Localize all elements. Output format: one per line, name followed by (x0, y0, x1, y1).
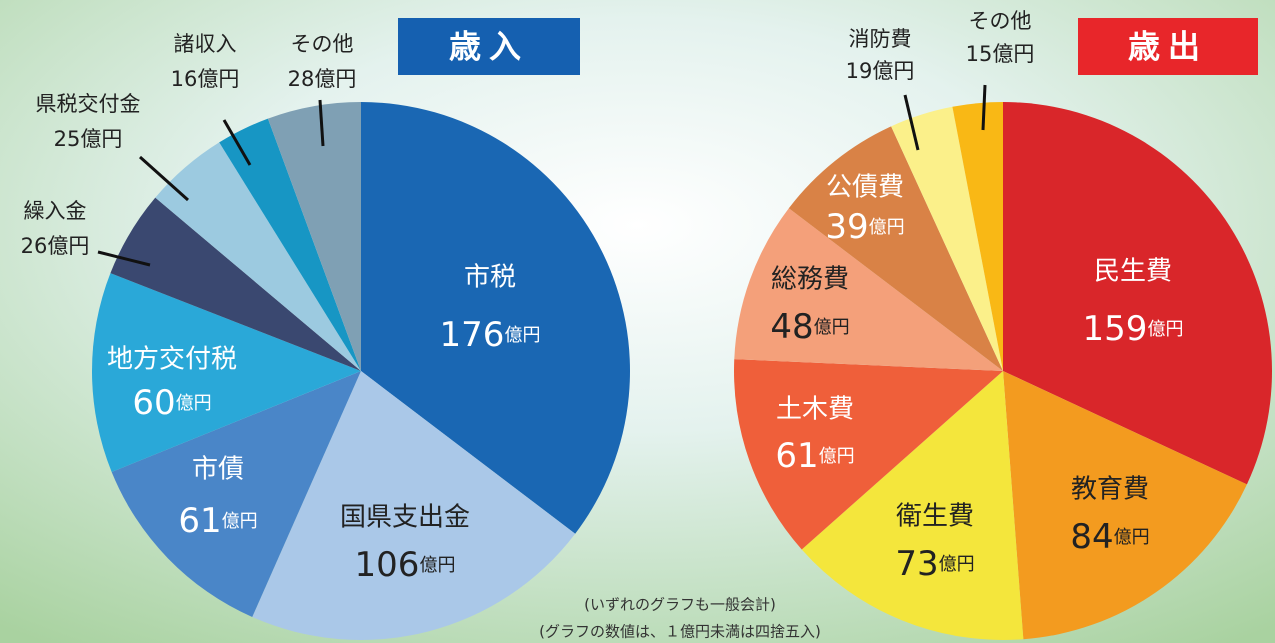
chart: (いずれのグラフも一般会計) (グラフの数値は、１億円未満は四捨五入) 市税 17… (0, 0, 1275, 643)
value-unit: 億円 (419, 555, 455, 576)
value-number: 28 (288, 67, 315, 91)
value-number: 73 (895, 544, 938, 584)
value-unit: 億円 (1114, 527, 1150, 548)
value-label: 28億円 (288, 67, 357, 91)
note: (いずれのグラフも一般会計) (584, 596, 776, 614)
value-number: 25 (54, 127, 81, 151)
value-label: 15億円 (966, 42, 1035, 66)
category-label: 市債 (192, 455, 244, 485)
value-unit: 億円 (80, 127, 122, 151)
value-number: 84 (1070, 517, 1113, 557)
value-number: 16 (171, 67, 198, 91)
page: {"chart_data": [ {"type": "pie", "title"… (0, 0, 1275, 643)
chart-title: 歳入 (449, 28, 529, 66)
value-number: 176 (440, 315, 505, 355)
value-unit: 億円 (314, 67, 356, 91)
value-unit: 億円 (1147, 319, 1183, 340)
chart-title: 歳出 (1128, 28, 1208, 66)
category-label: 衛生費 (896, 502, 974, 532)
value-number: 61 (775, 436, 818, 476)
note: (グラフの数値は、１億円未満は四捨五入) (539, 623, 821, 641)
value-unit: 億円 (872, 59, 914, 83)
category-label: 総務費 (771, 265, 849, 295)
value-number: 39 (825, 207, 868, 247)
value-number: 26 (21, 234, 48, 258)
value-number: 19 (846, 59, 873, 83)
category-label: その他 (291, 32, 354, 56)
value-unit: 億円 (176, 393, 212, 414)
leader-line (983, 85, 985, 130)
value-number: 159 (1083, 309, 1148, 349)
value-unit: 億円 (939, 554, 975, 575)
category-label: 市税 (464, 263, 516, 293)
value-label: 16億円 (171, 67, 240, 91)
category-label: その他 (969, 9, 1032, 33)
value-unit: 億円 (819, 446, 855, 467)
value-number: 106 (355, 545, 420, 585)
category-label: 公債費 (826, 173, 904, 203)
value-number: 61 (178, 501, 221, 541)
category-label: 民生費 (1094, 257, 1172, 287)
value-unit: 億円 (869, 217, 905, 238)
value-unit: 億円 (814, 317, 850, 338)
value-unit: 億円 (197, 67, 239, 91)
value-number: 48 (770, 307, 813, 347)
category-label: 国県支出金 (340, 503, 470, 533)
value-label: 25億円 (54, 127, 123, 151)
value-unit: 億円 (222, 511, 258, 532)
category-label: 消防費 (849, 27, 912, 51)
category-label: 諸収入 (174, 32, 237, 56)
value-unit: 億円 (992, 42, 1034, 66)
value-number: 15 (966, 42, 993, 66)
category-label: 教育費 (1071, 475, 1149, 505)
value-label: 26億円 (21, 234, 90, 258)
category-label: 地方交付税 (107, 345, 237, 375)
category-label: 県税交付金 (36, 92, 141, 116)
value-unit: 億円 (504, 325, 540, 346)
category-label: 繰入金 (24, 199, 87, 223)
category-label: 土木費 (776, 395, 854, 425)
value-unit: 億円 (47, 234, 89, 258)
value-number: 60 (132, 383, 175, 423)
value-label: 19億円 (846, 59, 915, 83)
